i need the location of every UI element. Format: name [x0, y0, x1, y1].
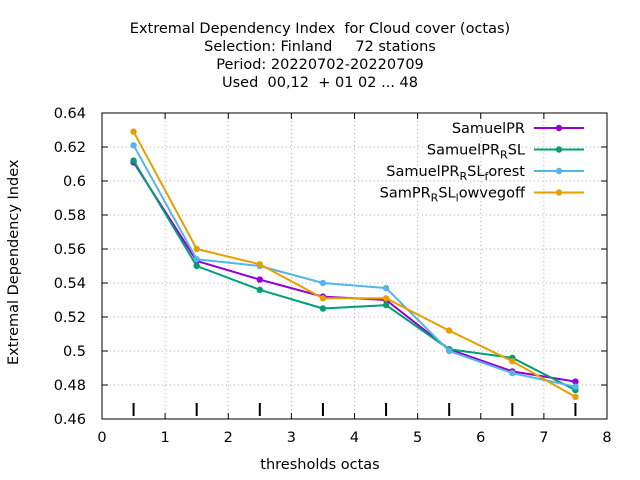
y-tick-label: 0.48: [54, 378, 86, 394]
series-line-3: [132, 144, 576, 388]
data-point-s2: [193, 262, 200, 270]
y-tick-label: 0.6: [63, 174, 86, 190]
data-point-s2: [382, 301, 390, 309]
data-point-s2: [319, 305, 327, 312]
data-point-s4: [319, 295, 327, 302]
title-line-4: Used 00,12 + 01 02 ... 48: [221, 75, 418, 91]
data-point-s4: [193, 245, 200, 253]
legend-label-2: SamuelPRRSL: [427, 143, 525, 162]
legend-marker-3: [555, 167, 563, 175]
data-point-s1: [572, 378, 579, 385]
x-tick-label: 4: [350, 430, 359, 446]
title-line-3: Period: 20220702-20220709: [216, 57, 424, 73]
data-point-s4: [445, 327, 453, 334]
series-line-4: [132, 131, 576, 398]
data-point-s4: [130, 128, 137, 135]
data-point-s3: [382, 284, 390, 292]
data-point-s4: [509, 358, 516, 365]
legend-marker-1: [555, 124, 563, 132]
y-tick-label: 0.46: [54, 412, 86, 428]
data-point-s3: [509, 369, 516, 377]
data-point-s3: [319, 279, 327, 287]
y-tick-label: 0.54: [54, 276, 86, 292]
data-point-s3: [130, 142, 137, 149]
legend-label-3: SamuelPRRSLforest: [386, 164, 525, 183]
data-point-s3: [445, 347, 453, 355]
y-tick-label: 0.58: [54, 208, 86, 224]
data-point-s3: [193, 256, 200, 263]
x-tick-label: 2: [224, 430, 233, 446]
legend-label-1: SamuelPR: [452, 121, 525, 137]
data-point-s2: [256, 286, 264, 293]
legend-marker-4: [555, 189, 563, 196]
legend: SamuelPR SamuelPRRSL SamuelPRRSLforest SamP…: [380, 121, 584, 205]
y-axis-label: Extremal Dependency Index: [6, 159, 22, 365]
x-tick-label: 5: [413, 430, 422, 446]
y-tick-label: 0.52: [54, 310, 86, 326]
y-tick-label: 0.56: [54, 242, 86, 258]
data-point-s1: [256, 276, 264, 283]
x-tick-label: 8: [602, 430, 611, 446]
y-tick-label: 0.5: [63, 344, 86, 360]
y-tick-label: 0.62: [54, 140, 86, 156]
y-tick-label: 0.64: [54, 106, 86, 122]
title-line-1: Extremal Dependency Index for Cloud cove…: [129, 21, 511, 37]
data-point-s2: [130, 157, 137, 164]
data-point-s4: [256, 261, 264, 268]
x-tick-label: 0: [97, 430, 106, 446]
x-tick-label: 7: [539, 430, 548, 446]
x-axis-label: thresholds octas: [260, 457, 380, 473]
data-point-s4: [382, 295, 390, 302]
x-tick-label: 1: [161, 430, 170, 446]
data-point-s3: [572, 383, 579, 390]
x-tick-label: 6: [476, 430, 485, 446]
title-line-2: Selection: Finland 72 stations: [204, 39, 436, 55]
data-point-s4: [572, 393, 579, 401]
legend-marker-2: [555, 146, 563, 153]
legend-label-4: SamPRRSLlowvegoff: [380, 186, 526, 205]
x-tick-label: 3: [287, 430, 296, 446]
